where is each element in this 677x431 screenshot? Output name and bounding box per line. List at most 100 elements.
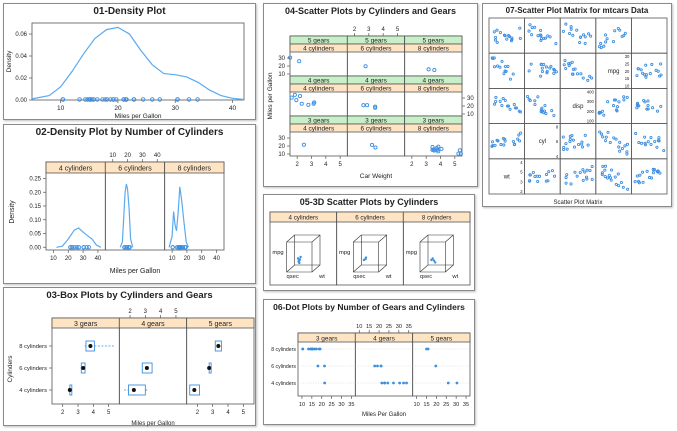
data-point [495,64,500,68]
data-point [430,147,435,152]
data-point [578,170,582,175]
data-point [589,34,593,38]
x-tick-label: 5 [242,410,246,416]
data-point [614,108,618,112]
data-point [500,103,504,108]
data-point [298,258,302,261]
data-point [599,46,603,50]
x-tick-label: 10 [414,402,420,408]
data-point [617,145,621,149]
x-tick-label: 4 [159,309,163,315]
data-point [493,102,497,106]
data-point [369,142,375,147]
data-point [606,100,610,104]
data-point [492,65,497,69]
cube-face [419,241,446,273]
matrix-cell [488,123,525,160]
matrix-cell [595,17,632,54]
box-median [144,366,149,370]
x-tick-label: 35 [463,402,469,408]
diag-tick-label: 100 [587,119,595,124]
data-point [655,169,659,174]
y-tick-label: 0.25 [29,177,41,183]
data-point [299,255,302,259]
strip-background [404,43,463,53]
x-tick-label: 2 [353,27,357,33]
data-point [614,137,618,141]
x-tick-label: 2 [61,410,65,416]
data-point [617,184,621,188]
data-point [561,135,565,139]
data-point [633,180,637,184]
rug-point [186,97,192,102]
data-point [649,136,653,140]
data-point [567,62,571,66]
x-tick-label: 5 [107,410,111,416]
data-point [603,164,608,168]
y-axis-label: Density [6,50,13,72]
data-point [609,178,613,182]
category-label: 4 cylinders [271,381,296,387]
data-point [611,40,615,44]
x-tick-label: 3 [76,410,80,416]
chart-title: 05-3D Scatter Plots by Cylinders [299,197,439,207]
data-point [626,187,630,191]
data-point [493,38,497,42]
facet-frame [51,317,120,405]
x-tick-label: 25 [328,402,334,408]
data-point [297,94,303,99]
x-tick-label: 30 [139,153,146,159]
box-rect [189,384,200,396]
strip-label: 8 cylinders [418,86,450,93]
data-point [376,364,379,368]
rug-point [68,245,73,250]
density-plot-panel: 01-Density Plot 10 20 30 40 0.00 0.02 0.04 0.06… [3,3,256,120]
data-point [657,139,661,143]
data-point [577,143,581,147]
data-point [585,168,589,172]
x-tick-label: 10 [57,105,65,112]
x-tick-label: 30 [198,256,205,262]
data-point [507,34,511,38]
data-point [402,381,405,385]
data-point [599,41,603,46]
x-tick-label: 15 [309,402,315,408]
data-point [613,29,617,33]
cube-edge [445,234,454,243]
y-axis-label: Miles per Gallon [267,72,274,119]
data-point [500,59,504,63]
data-point [546,179,550,183]
x-tick-label: 30 [338,402,344,408]
strip-label: 6 cylinders [355,215,385,222]
box-plots-panel: 03-Box Plots by Cylinders and Gears 3 ge… [3,287,256,427]
data-point [581,145,585,149]
data-point [526,94,530,99]
data-point [363,64,368,69]
data-point [544,172,549,176]
strip-label: 4 gears [308,78,330,85]
data-point [572,145,577,149]
y-tick-label: 0.10 [29,218,41,224]
data-point [564,181,568,185]
strip-label: 3 gears [316,336,338,343]
data-point [575,72,580,76]
data-point [527,29,531,33]
data-point [298,261,301,265]
y-tick-label: 10 [467,112,474,118]
data-point [492,30,496,34]
data-point [562,63,566,67]
facet-frame [402,211,471,286]
diag-label: wt [503,174,510,180]
strip-label: 4 gears [373,336,395,343]
data-point [587,32,591,36]
axis-label-mpg: mpg [339,250,350,256]
x-tick-label: 25 [443,402,449,408]
data-point [430,258,433,262]
density-line [31,26,245,101]
data-point [379,364,383,368]
strip-label: 6 cylinders [118,166,152,173]
box-median [88,344,93,348]
data-point [600,172,604,177]
